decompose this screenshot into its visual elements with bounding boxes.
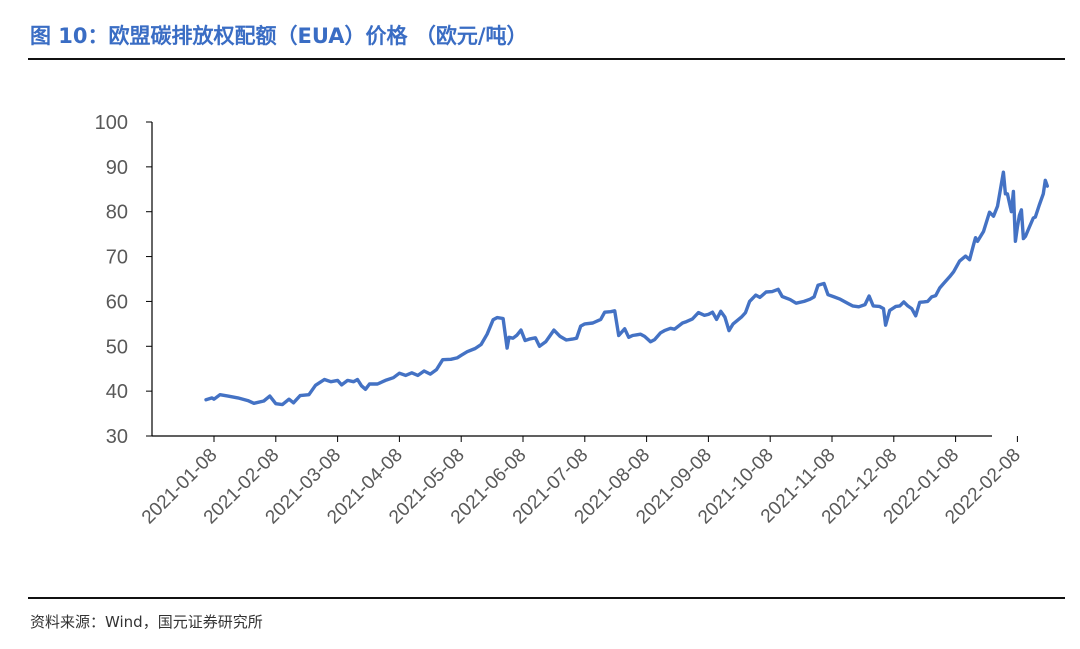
y-tick-label: 50 <box>106 336 128 358</box>
y-tick-label: 60 <box>106 291 128 313</box>
y-tick-label: 80 <box>106 202 128 224</box>
y-tick-label: 30 <box>106 426 128 448</box>
y-tick-label: 90 <box>106 157 128 179</box>
axes <box>146 121 1018 442</box>
y-axis-labels: 30 40 50 60 70 80 90 100 <box>95 112 128 448</box>
figure-title: 图 10：欧盟碳排放权配额（EUA）价格 （欧元/吨） <box>30 24 528 48</box>
x-axis-labels: 2021-01-082021-02-082021-03-082021-04-08… <box>138 445 1025 529</box>
y-tick-label: 100 <box>95 112 128 134</box>
source-note: 资料来源：Wind，国元证券研究所 <box>30 613 263 631</box>
plot-area <box>204 170 1050 407</box>
top-rule <box>28 58 1065 60</box>
chart: 30 40 50 60 70 80 90 100 2021-01-082021-02-0820… <box>95 112 1050 529</box>
bottom-rule <box>28 597 1065 599</box>
series-line-eua-price <box>204 170 1050 407</box>
y-tick-label: 70 <box>106 247 128 269</box>
y-tick-label: 40 <box>106 381 128 403</box>
